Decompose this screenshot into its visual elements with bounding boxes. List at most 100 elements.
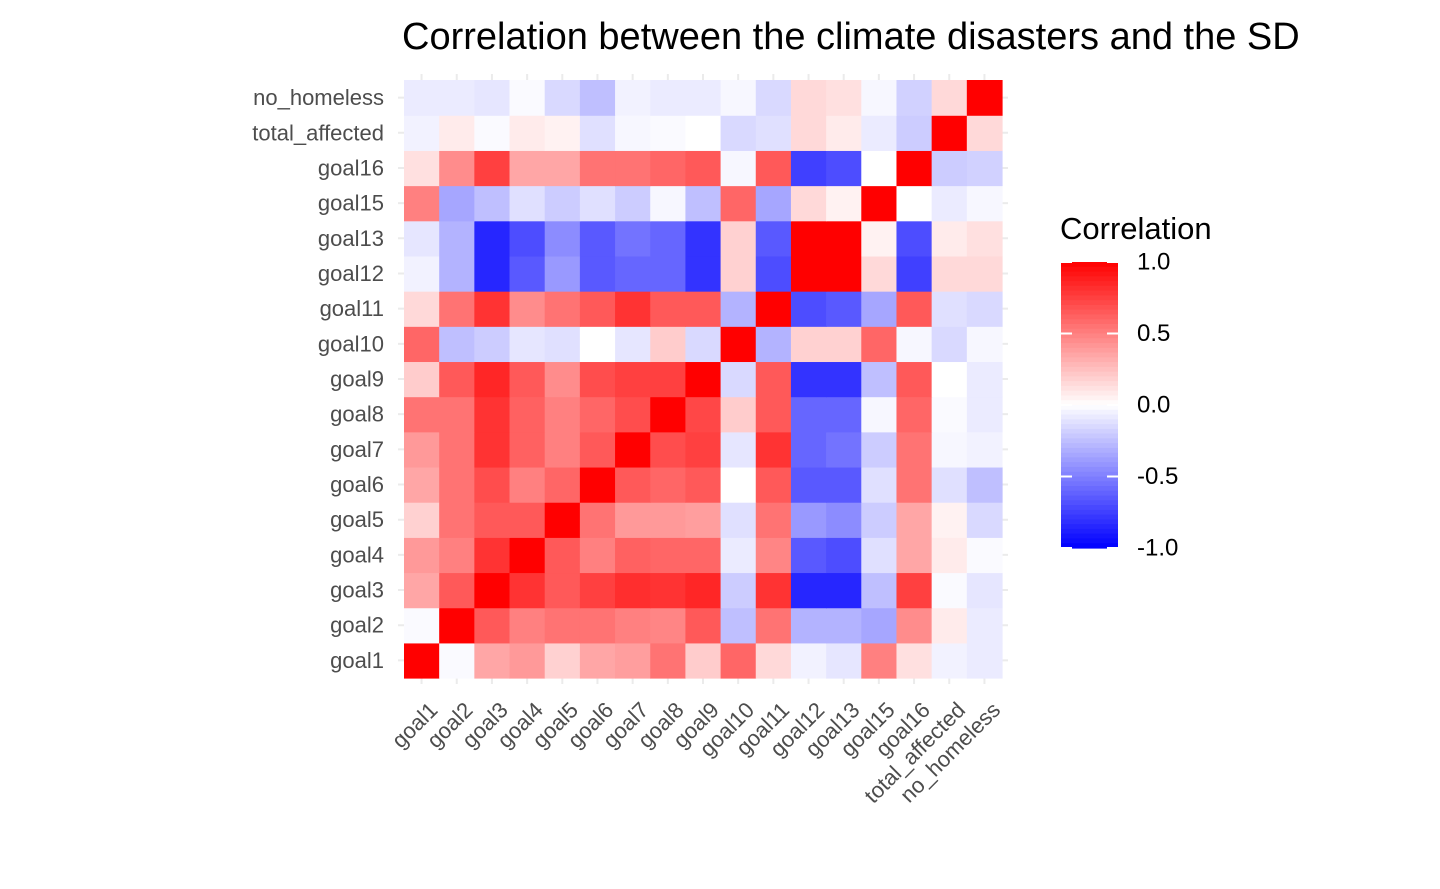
heatmap-cell-goal5-goal16: [544, 150, 581, 187]
heatmap-cell-total_affected-goal8: [931, 396, 968, 433]
heatmap-cell-goal12-goal5: [790, 502, 827, 538]
heatmap-cell-no_homeless-goal15: [966, 185, 1003, 222]
heatmap-cell-goal16-total_affected: [896, 115, 933, 151]
heatmap-cell-goal8-goal13: [650, 220, 687, 257]
heatmap-cell-goal10-goal6: [720, 466, 757, 503]
heatmap-cell-goal1-goal15: [404, 185, 440, 222]
heatmap-cell-goal10-goal13: [720, 220, 757, 257]
heatmap-cell-goal2-total_affected: [439, 115, 475, 151]
heatmap-cell-goal16-goal3: [896, 572, 933, 609]
heatmap-cell-goal15-goal4: [861, 537, 898, 574]
colorbar-segment: [1061, 447, 1118, 454]
heatmap-cell-goal3-goal12: [474, 255, 511, 292]
heatmap-cell-goal13-goal1: [826, 642, 862, 679]
heatmap-cell-goal12-goal3: [790, 572, 827, 609]
heatmap-cell-goal8-goal2: [650, 607, 687, 644]
y-tick-label-goal8: goal8: [330, 402, 384, 427]
heatmap-cell-goal10-goal15: [720, 185, 757, 222]
heatmap-cell-goal4-goal13: [509, 220, 546, 257]
heatmap-cell-goal6-goal11: [579, 291, 616, 327]
heatmap-cell-goal15-goal15: [861, 185, 898, 222]
heatmap-cell-no_homeless-goal16: [966, 150, 1003, 187]
heatmap-cell-goal9-goal15: [685, 185, 722, 222]
heatmap-cell-goal3-goal3: [474, 572, 511, 609]
colorbar-segment: [1061, 385, 1118, 392]
heatmap-cell-no_homeless-goal3: [966, 572, 1003, 609]
colorbar-segment: [1061, 262, 1118, 268]
heatmap-cell-goal10-goal11: [720, 291, 757, 327]
heatmap-cell-goal2-goal9: [439, 361, 475, 398]
heatmap-cell-goal3-goal1: [474, 642, 511, 679]
heatmap-cell-goal16-goal4: [896, 537, 933, 574]
heatmap-cell-goal3-goal2: [474, 607, 511, 644]
heatmap-cell-goal2-goal12: [439, 255, 475, 292]
heatmap-cell-goal3-goal4: [474, 537, 511, 574]
x-axis-tick-labels: goal1goal2goal3goal4goal5goal6goal7goal8…: [387, 697, 1006, 808]
heatmap-cell-goal7-goal3: [615, 572, 651, 609]
colorbar-segment: [1061, 533, 1118, 540]
heatmap-cell-goal2-goal8: [439, 396, 475, 433]
heatmap-cell-goal4-goal15: [509, 185, 546, 222]
heatmap-cell-goal2-goal6: [439, 466, 475, 503]
y-tick-label-goal16: goal16: [318, 155, 384, 180]
heatmap-cell-goal7-goal16: [615, 150, 651, 187]
heatmap-cell-goal7-goal2: [615, 607, 651, 644]
heatmap-cell-goal13-goal8: [826, 396, 862, 433]
heatmap-cell-goal12-goal16: [790, 150, 827, 187]
colorbar-segment: [1061, 281, 1118, 287]
y-tick-label-goal13: goal13: [318, 226, 384, 251]
heatmap-cell-goal11-goal3: [755, 572, 792, 609]
heatmap-cell-no_homeless-goal1: [966, 642, 1003, 679]
heatmap-cell-goal4-goal9: [509, 361, 546, 398]
heatmap-cell-goal11-goal4: [755, 537, 792, 574]
heatmap-cell-goal2-goal3: [439, 572, 475, 609]
colorbar-segment: [1061, 433, 1118, 439]
heatmap-cell-goal2-goal13: [439, 220, 475, 257]
heatmap-cell-goal10-no_homeless: [720, 80, 757, 116]
heatmap-cell-goal7-goal6: [615, 466, 651, 503]
heatmap-cell-goal7-goal13: [615, 220, 651, 257]
heatmap-cell-goal5-goal8: [544, 396, 581, 433]
heatmap-cell-goal8-goal8: [650, 396, 687, 433]
heatmap-cell-goal7-no_homeless: [615, 80, 651, 116]
heatmap-cell-no_homeless-goal9: [966, 361, 1003, 398]
heatmap-cell-no_homeless-goal4: [966, 537, 1003, 574]
heatmap-cell-goal6-goal1: [579, 642, 616, 679]
heatmap-cell-total_affected-goal11: [931, 291, 968, 327]
heatmap-cell-goal10-goal3: [720, 572, 757, 609]
heatmap-cell-goal5-goal1: [544, 642, 581, 679]
chart-title: Correlation between the climate disaster…: [402, 16, 1300, 58]
heatmap-cell-goal5-goal15: [544, 185, 581, 222]
heatmap-cell-goal1-goal13: [404, 220, 440, 257]
colorbar-segment: [1061, 290, 1118, 296]
heatmap-cell-goal2-goal16: [439, 150, 475, 187]
heatmap-cell-goal12-total_affected: [790, 115, 827, 151]
heatmap-cell-goal8-goal12: [650, 255, 687, 292]
colorbar-segment: [1061, 343, 1118, 349]
heatmap-cells: [404, 80, 1003, 679]
heatmap-cell-total_affected-goal10: [931, 326, 968, 363]
heatmap-cell-goal2-goal2: [439, 607, 475, 644]
heatmap-cell-goal6-goal5: [579, 502, 616, 538]
colorbar-segment: [1061, 352, 1118, 358]
heatmap-cell-goal1-goal3: [404, 572, 440, 609]
heatmap-cell-goal1-goal2: [404, 607, 440, 644]
heatmap-cell-total_affected-no_homeless: [931, 80, 968, 116]
heatmap-cell-total_affected-goal16: [931, 150, 968, 187]
heatmap-cell-goal13-goal11: [826, 291, 862, 327]
heatmap-cell-goal8-total_affected: [650, 115, 687, 151]
legend-label--0.5: -0.5: [1137, 463, 1178, 490]
heatmap-cell-goal4-goal16: [509, 150, 546, 187]
heatmap-cell-goal12-goal15: [790, 185, 827, 222]
heatmap-cell-goal5-goal4: [544, 537, 581, 574]
colorbar-segment: [1061, 309, 1118, 316]
colorbar-segment: [1061, 495, 1118, 501]
heatmap-cell-goal3-goal15: [474, 185, 511, 222]
legend-title: Correlation: [1060, 211, 1212, 246]
heatmap-cell-goal15-goal10: [861, 326, 898, 363]
heatmap-cell-goal6-goal12: [579, 255, 616, 292]
heatmap-cell-goal6-goal3: [579, 572, 616, 609]
heatmap-cell-goal16-goal11: [896, 291, 933, 327]
heatmap-cell-goal3-goal6: [474, 466, 511, 503]
heatmap-cell-no_homeless-goal8: [966, 396, 1003, 433]
